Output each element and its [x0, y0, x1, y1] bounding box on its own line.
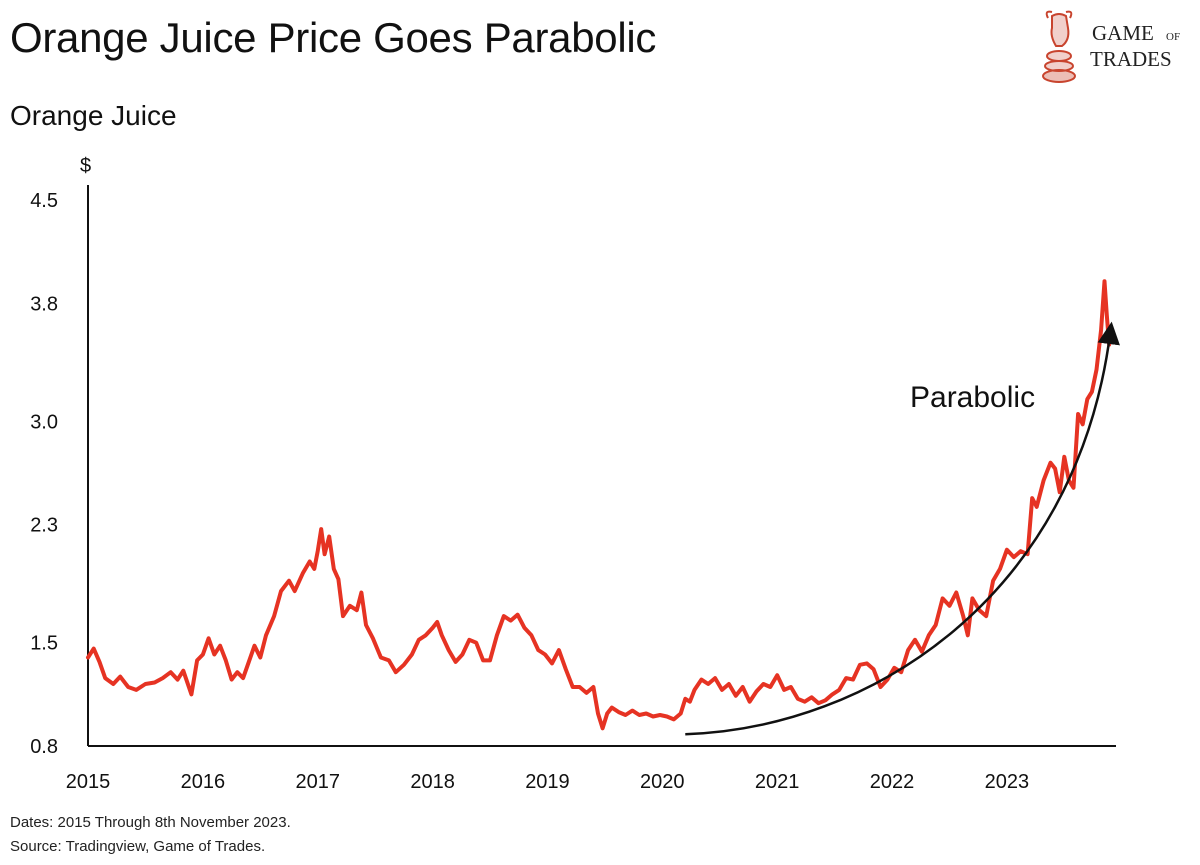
y-tick-label: 3.0 — [30, 411, 58, 433]
x-tick-label: 2019 — [525, 771, 570, 793]
x-tick-label: 2020 — [640, 771, 685, 793]
logo-line2: Trades — [1090, 47, 1172, 71]
bull-chess-knight-icon — [1042, 10, 1076, 83]
logo-of: of — [1166, 31, 1180, 43]
x-tick-label: 2022 — [870, 771, 915, 793]
x-tick-label: 2023 — [985, 771, 1030, 793]
y-tick-label: 2.3 — [30, 515, 58, 537]
parabolic-arrow — [685, 321, 1120, 736]
chart-subtitle: Orange Juice — [10, 100, 177, 131]
y-tick-label: 1.5 — [30, 633, 58, 655]
y-axis-unit-label: $ — [80, 155, 91, 177]
series-line — [86, 279, 1112, 731]
x-tick-label: 2018 — [410, 771, 455, 793]
logo-line1: Game — [1092, 21, 1154, 45]
parabolic-annotation: Parabolic — [910, 381, 1035, 414]
x-axis-ticks: 2015 2016 2017 2018 2019 2020 2021 2022 2023 — [66, 771, 1029, 793]
x-tick-label: 2016 — [181, 771, 226, 793]
y-axis-ticks: 0.8 1.5 2.3 3.0 3.8 4.5 — [30, 190, 58, 758]
y-tick-label: 3.8 — [30, 293, 58, 315]
x-tick-label: 2015 — [66, 771, 111, 793]
footnote-source: Source: Tradingview, Game of Trades. — [10, 838, 266, 855]
y-tick-label: 4.5 — [30, 190, 58, 212]
y-tick-label: 0.8 — [30, 736, 58, 758]
x-tick-label: 2021 — [755, 771, 800, 793]
chart-title: Orange Juice Price Goes Parabolic — [10, 14, 657, 61]
game-of-trades-logo: Game of Trades — [1042, 10, 1180, 83]
x-tick-label: 2017 — [295, 771, 340, 793]
footnote-dates: Dates: 2015 Through 8th November 2023. — [10, 814, 291, 831]
